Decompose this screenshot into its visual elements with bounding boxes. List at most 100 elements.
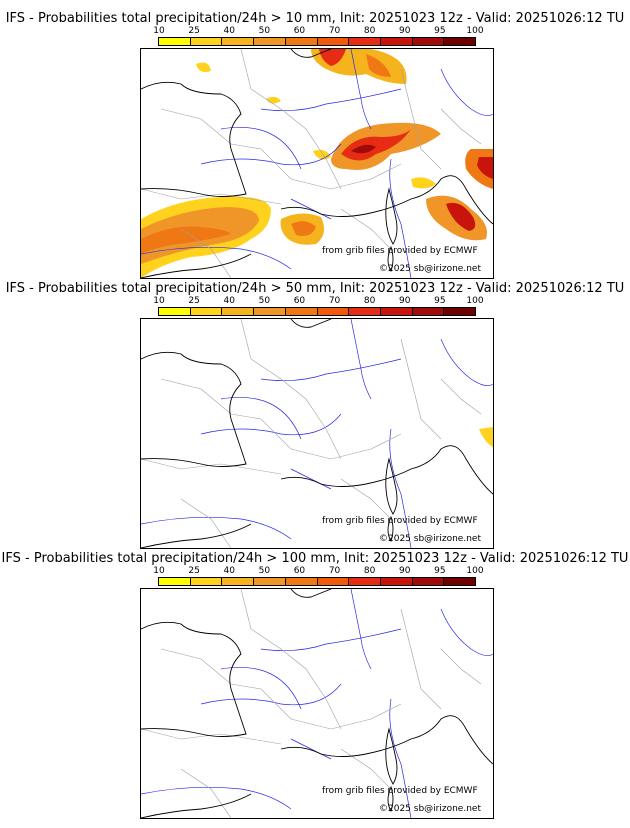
colorbar-tick-label: 95 — [434, 26, 446, 36]
map-coastlines — [141, 49, 493, 278]
colorbar-tick-label: 70 — [328, 296, 341, 306]
colorbar-segment — [159, 578, 191, 585]
copyright: ©2025 sb@irizone.net — [379, 534, 481, 544]
colorbar-tick-label: 40 — [223, 26, 235, 36]
source-credit: from grib files provided by ECMWF — [322, 516, 478, 526]
precip-core-north-east — [366, 54, 391, 77]
colorbar-labels: 10 25 40 50 60 70 80 90 95 100 — [153, 566, 483, 576]
colorbar-segment — [190, 308, 223, 315]
colorbar-segment — [222, 38, 255, 45]
map-svg — [141, 49, 493, 278]
colorbar-segment — [349, 578, 381, 585]
colorbar-tick-label: 100 — [466, 26, 484, 36]
colorbar-segment — [380, 578, 413, 585]
precip-map: from grib files provided by ECMWF ©2025 … — [140, 318, 494, 549]
panel-title: IFS - Probabilities total precipitation/… — [5, 11, 625, 26]
colorbar-segment — [349, 308, 381, 315]
precip-map: from grib files provided by ECMWF ©2025 … — [140, 588, 494, 819]
colorbar-tick-label: 10 — [153, 566, 165, 576]
panel-50mm: IFS - Probabilities total precipitation/… — [0, 270, 630, 549]
colorbar-tick-label: 95 — [434, 566, 446, 576]
colorbar-segment — [444, 38, 476, 45]
precip-core-east — [477, 157, 493, 179]
colorbar-segment — [317, 38, 350, 45]
colorbar-tick-label: 60 — [293, 296, 306, 306]
copyright: ©2025 sb@irizone.net — [379, 804, 481, 814]
colorbar-segment — [254, 308, 286, 315]
colorbar-labels: 10 25 40 50 60 70 80 90 95 100 — [153, 26, 483, 36]
colorbar-tick-label: 10 — [153, 26, 165, 36]
map-borders — [141, 589, 482, 818]
colorbar-tick-label: 80 — [363, 26, 376, 36]
colorbar-labels: 10 25 40 50 60 70 80 90 95 100 — [153, 296, 483, 306]
colorbar-segment — [380, 308, 413, 315]
map-rivers — [141, 319, 493, 548]
colorbar-tick-label: 25 — [188, 26, 200, 36]
map-coastlines — [141, 319, 493, 548]
colorbar-tick-label: 40 — [223, 566, 235, 576]
colorbar-tick-label: 100 — [466, 296, 484, 306]
colorbar-segment — [317, 578, 350, 585]
colorbar-tick-label: 50 — [258, 566, 271, 576]
source-credit: from grib files provided by ECMWF — [322, 246, 478, 256]
map-rivers — [141, 49, 493, 278]
colorbar-segment — [222, 578, 255, 585]
precip-core-north — [319, 49, 346, 66]
precip-area-massif — [313, 149, 331, 160]
colorbar-tick-label: 50 — [258, 26, 271, 36]
precip-area-ligurian — [411, 177, 436, 189]
colorbar-segment — [159, 38, 191, 45]
map-coastlines — [141, 589, 493, 818]
map-rivers — [141, 589, 493, 818]
colorbar-tick-label: 40 — [223, 296, 235, 306]
colorbar-tick-label: 90 — [399, 296, 411, 306]
colorbar-tick-label: 80 — [363, 566, 376, 576]
precip-area-east — [479, 427, 493, 447]
colorbar-segment — [285, 308, 318, 315]
map-borders — [141, 319, 482, 548]
precip-area-paris — [266, 96, 281, 104]
copyright: ©2025 sb@irizone.net — [379, 264, 481, 274]
map-svg — [141, 319, 493, 548]
source-credit: from grib files provided by ECMWF — [322, 786, 478, 796]
colorbar-segment — [444, 578, 476, 585]
colorbar-tick-label: 80 — [363, 296, 376, 306]
colorbar-tick-label: 25 — [188, 296, 200, 306]
precip-core-tyrrhenian — [446, 202, 476, 231]
precip-blobs — [141, 49, 493, 278]
colorbar-tick-label: 60 — [293, 566, 306, 576]
precip-max-alps — [351, 144, 376, 154]
colorbar-tick-label: 50 — [258, 296, 271, 306]
precip-max-iberia — [141, 226, 231, 254]
colorbar-segment — [285, 38, 318, 45]
precip-blobs — [479, 427, 493, 447]
map-borders — [141, 49, 482, 278]
colorbar-tick-label: 95 — [434, 296, 446, 306]
colorbar-segment — [285, 578, 318, 585]
panel-title: IFS - Probabilities total precipitation/… — [5, 281, 625, 296]
colorbar-segment — [380, 38, 413, 45]
colorbar-tick-label: 100 — [466, 566, 484, 576]
colorbar-segment — [412, 578, 445, 585]
precip-map: from grib files provided by ECMWF ©2025 … — [140, 48, 494, 279]
colorbar-segment — [159, 308, 191, 315]
colorbar-segment — [254, 38, 286, 45]
colorbar-tick-label: 90 — [399, 566, 411, 576]
colorbar-segment — [349, 38, 381, 45]
colorbar — [158, 577, 476, 586]
colorbar-tick-label: 10 — [153, 296, 165, 306]
colorbar-segment — [444, 308, 476, 315]
colorbar-segment — [190, 38, 223, 45]
colorbar-segment — [222, 308, 255, 315]
colorbar — [158, 307, 476, 316]
precip-area-channel — [196, 62, 211, 73]
panel-10mm: IFS - Probabilities total precipitation/… — [0, 0, 630, 279]
colorbar — [158, 37, 476, 46]
colorbar-segment — [412, 308, 445, 315]
colorbar-tick-label: 70 — [328, 566, 341, 576]
colorbar-segment — [190, 578, 223, 585]
colorbar-tick-label: 70 — [328, 26, 341, 36]
panel-title: IFS - Probabilities total precipitation/… — [1, 551, 629, 566]
colorbar-segment — [254, 578, 286, 585]
precip-core-gulf-lion — [291, 221, 316, 236]
